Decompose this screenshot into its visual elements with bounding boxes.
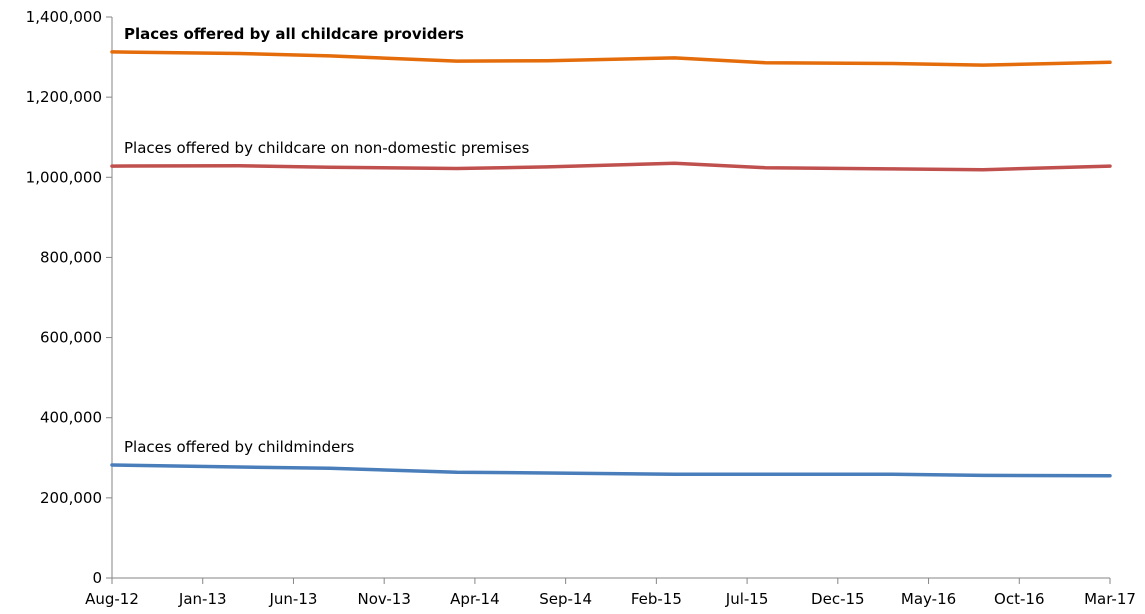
x-tick-label: Jul-15 — [725, 590, 769, 608]
series-line-2 — [110, 463, 1112, 478]
x-tick-label: Dec-15 — [811, 590, 865, 608]
series-label-2: Places offered by childminders — [124, 438, 355, 456]
y-tick-label: 1,400,000 — [26, 8, 102, 26]
y-tick-label: 600,000 — [40, 329, 102, 347]
x-tick-label: Sep-14 — [539, 590, 592, 608]
x-tick-label: Jan-13 — [178, 590, 227, 608]
chart-series-labels: Places offered by all childcare provider… — [124, 25, 529, 456]
x-tick-label: Oct-16 — [994, 590, 1044, 608]
y-tick-label: 200,000 — [40, 489, 102, 507]
y-tick-label: 1,200,000 — [26, 88, 102, 106]
x-tick-label: Aug-12 — [85, 590, 139, 608]
y-tick-label: 0 — [92, 569, 102, 587]
x-tick-label: May-16 — [901, 590, 956, 608]
chart-axes: 0 200,000 400,000 600,000 800,000 1,000,000 1,… — [26, 8, 1136, 608]
x-tick-label: Feb-15 — [631, 590, 682, 608]
y-tick-label: 400,000 — [40, 409, 102, 427]
series-line-0 — [110, 50, 1112, 67]
x-tick-label: Apr-14 — [450, 590, 500, 608]
x-tick-label: Jun-13 — [268, 590, 317, 608]
series-label-0: Places offered by all childcare provider… — [124, 25, 464, 43]
series-label-1: Places offered by childcare on non-domes… — [124, 139, 529, 157]
y-tick-label: 800,000 — [40, 248, 102, 266]
x-tick-label: Mar-17 — [1084, 590, 1136, 608]
chart-series-lines — [110, 50, 1112, 478]
series-line-1 — [110, 161, 1112, 172]
x-tick-label: Nov-13 — [357, 590, 410, 608]
y-tick-label: 1,000,000 — [26, 168, 102, 186]
